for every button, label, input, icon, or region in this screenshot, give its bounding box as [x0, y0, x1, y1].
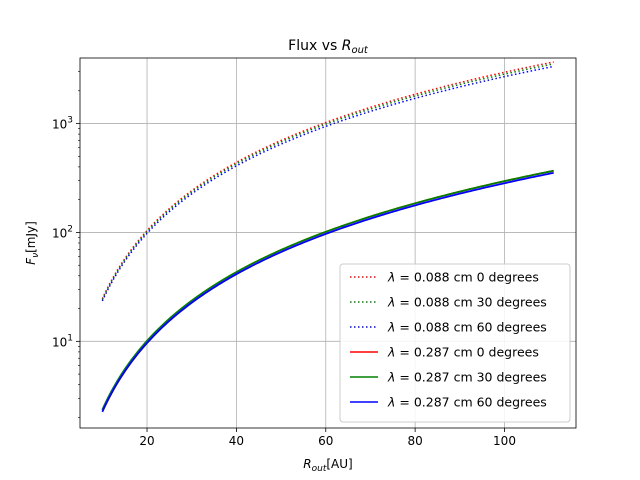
x-tick-label: 100	[493, 434, 516, 448]
chart-title: Flux vs Rout	[288, 38, 369, 56]
y-tick-label: 103	[52, 116, 73, 132]
x-tick-label: 20	[139, 434, 154, 448]
legend-label: λ = 0.287 cm 60 degrees	[387, 395, 547, 410]
x-tick-label: 80	[407, 434, 422, 448]
series-line	[101, 169, 554, 411]
legend-label: λ = 0.287 cm 30 degrees	[387, 370, 547, 385]
legend-label: λ = 0.088 cm 60 degrees	[387, 320, 547, 335]
series-line	[101, 171, 554, 413]
x-tick-label: 60	[318, 434, 333, 448]
x-axis-label: Rout[AU]	[303, 457, 352, 474]
legend-label: λ = 0.287 cm 0 degrees	[387, 345, 539, 360]
legend-label: λ = 0.088 cm 30 degrees	[387, 295, 547, 310]
y-tick-label: 101	[52, 333, 73, 349]
y-tick-label: 102	[52, 224, 73, 240]
legend: λ = 0.088 cm 0 degrees λ = 0.088 cm 30 de…	[339, 263, 571, 423]
y-axis-label: Fν[mJy]	[24, 221, 41, 265]
legend-label: λ = 0.088 cm 0 degrees	[387, 270, 539, 285]
legend-box	[339, 263, 571, 423]
x-tick-label: 40	[229, 434, 244, 448]
axis-ticks: 20 40 60 80 100 101 102 103	[52, 71, 516, 448]
series-lines	[101, 61, 554, 413]
